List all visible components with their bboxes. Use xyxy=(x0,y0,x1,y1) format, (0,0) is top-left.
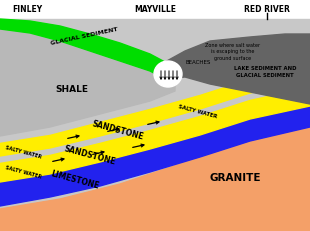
Text: GRANITE: GRANITE xyxy=(209,172,261,182)
Text: LAKE SEDIMENT AND
GLACIAL SEDIMENT: LAKE SEDIMENT AND GLACIAL SEDIMENT xyxy=(234,66,296,77)
Text: SALTY WATER: SALTY WATER xyxy=(5,164,42,179)
Text: Zone where salt water
is escaping to the
ground surface: Zone where salt water is escaping to the… xyxy=(206,43,261,61)
Polygon shape xyxy=(0,30,175,137)
Polygon shape xyxy=(0,66,310,156)
Text: RED RIVER: RED RIVER xyxy=(244,4,290,13)
Text: SHALE: SHALE xyxy=(55,85,88,94)
Polygon shape xyxy=(0,87,310,182)
Text: GLACIAL SEDIMENT: GLACIAL SEDIMENT xyxy=(50,26,118,45)
Text: SANDSTONE: SANDSTONE xyxy=(91,118,145,141)
Polygon shape xyxy=(0,20,310,231)
Polygon shape xyxy=(0,118,310,231)
Text: MAYVILLE: MAYVILLE xyxy=(134,4,176,13)
Polygon shape xyxy=(0,106,310,206)
Text: LIMESTONE: LIMESTONE xyxy=(50,168,100,190)
Polygon shape xyxy=(165,35,310,105)
Ellipse shape xyxy=(154,62,182,88)
Text: SANDSTONE: SANDSTONE xyxy=(63,143,117,165)
Polygon shape xyxy=(0,59,310,142)
Polygon shape xyxy=(0,81,310,162)
Text: FINLEY: FINLEY xyxy=(12,4,42,13)
Polygon shape xyxy=(0,20,165,80)
Text: BEACHES: BEACHES xyxy=(185,60,210,65)
Text: SALTY WATER: SALTY WATER xyxy=(5,144,42,158)
Text: SALTY WATER: SALTY WATER xyxy=(178,104,218,119)
